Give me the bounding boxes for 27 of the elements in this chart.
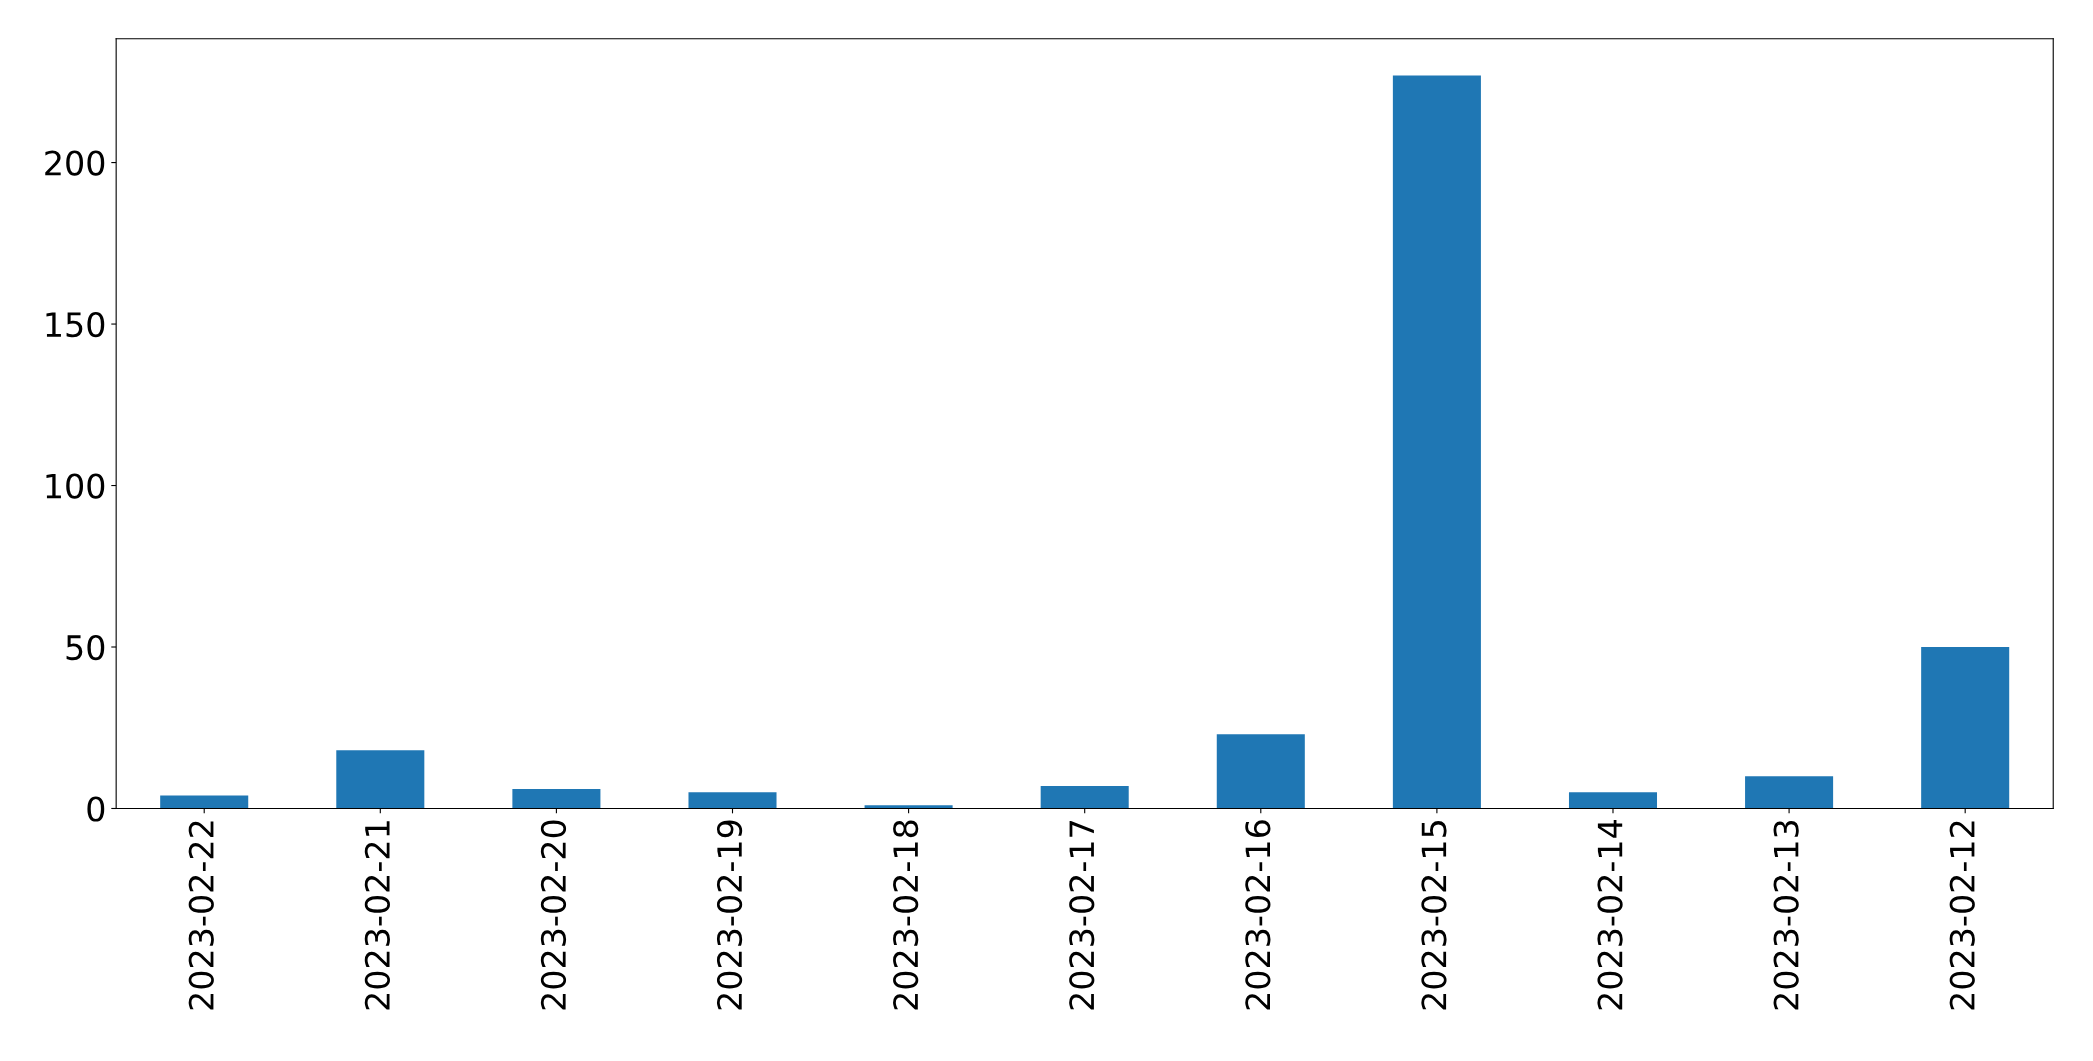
x-tick-label: 2023-02-16 [1245, 820, 1271, 1010]
y-tick-label: 50 [66, 634, 105, 661]
bar [688, 792, 777, 809]
bar [160, 795, 249, 809]
x-tick-label: 2023-02-13 [1773, 820, 1799, 1010]
x-tick-label: 2023-02-15 [1421, 821, 1447, 1010]
bar [1040, 785, 1129, 809]
bar [864, 805, 953, 809]
bar [1745, 776, 1834, 809]
y-tick-label: 150 [46, 311, 105, 338]
x-tick-label: 2023-02-22 [188, 821, 214, 1010]
x-tick-label: 2023-02-21 [364, 821, 390, 1010]
x-tick-label: 2023-02-20 [540, 820, 567, 1010]
y-tick-label: 0 [87, 796, 105, 822]
bar [336, 750, 425, 809]
bar [1392, 75, 1481, 809]
x-tick-label: 2023-02-17 [1069, 821, 1095, 1010]
bar [1568, 792, 1658, 809]
x-tick-label: 2023-02-19 [716, 820, 743, 1010]
bar [1921, 647, 2010, 809]
y-tick-label: 200 [45, 150, 105, 176]
x-tick-label: 2023-02-18 [893, 820, 919, 1010]
bar [1216, 734, 1305, 809]
y-tick-label: 100 [46, 473, 105, 499]
x-tick-label: 2023-02-12 [1949, 821, 1975, 1010]
x-tick-label: 2023-02-14 [1597, 820, 1623, 1010]
bar [512, 789, 601, 809]
